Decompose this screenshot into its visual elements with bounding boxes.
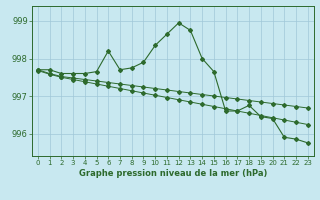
X-axis label: Graphe pression niveau de la mer (hPa): Graphe pression niveau de la mer (hPa) <box>79 169 267 178</box>
